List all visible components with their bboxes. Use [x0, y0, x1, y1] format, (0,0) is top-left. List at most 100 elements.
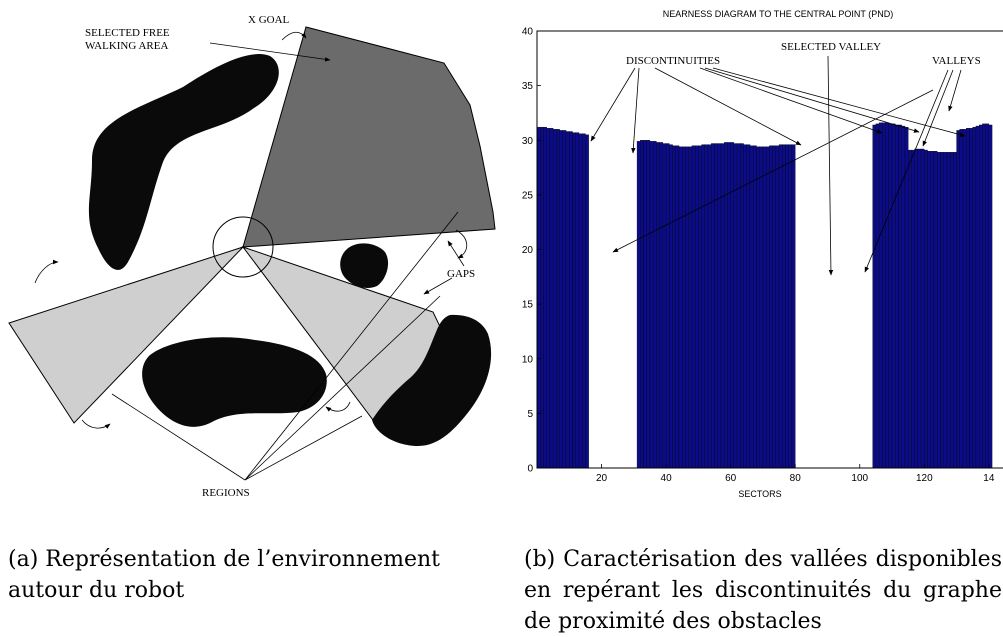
robot-circle [212, 216, 274, 278]
bar-sector-65 [743, 144, 747, 469]
bar-sector-115 [904, 126, 909, 469]
bar-sector-106 [875, 123, 880, 469]
gap-arrow-3 [81, 419, 111, 429]
bar-sector-69 [756, 146, 760, 469]
bar-sector-134 [966, 128, 970, 469]
bar-sector-43 [672, 145, 676, 469]
gap-arrow-2 [34, 259, 59, 284]
y-tick-label-15: 15 [522, 300, 534, 311]
bar-sector-123 [930, 151, 935, 469]
pointer-selected-area [209, 42, 331, 62]
caption-b: (b) Caractérisation des vallées disponib… [524, 547, 1002, 634]
bar-sector-79 [788, 144, 793, 469]
bar-sector-15 [582, 133, 586, 469]
y-tick-label-25: 25 [522, 190, 534, 201]
arrow-discontinuity-6 [712, 67, 966, 137]
bar-sector-112 [895, 124, 899, 469]
bar-sector-75 [775, 145, 780, 469]
bar-sector-114 [901, 125, 906, 469]
bar-sector-37 [653, 141, 657, 469]
bar-sector-49 [691, 145, 696, 469]
bar-sector-52 [701, 144, 706, 469]
y-tick-label-35: 35 [522, 81, 534, 92]
annotation-discontinuities: DISCONTINUITIES [626, 55, 720, 67]
label-gaps: GAPS [447, 268, 475, 280]
bar-sector-45 [678, 146, 683, 469]
bar-sector-44 [675, 145, 680, 469]
bar-sector-125 [937, 152, 941, 469]
bar-sector-73 [769, 145, 773, 469]
bar-sector-109 [885, 122, 889, 469]
bar-sector-51 [698, 145, 702, 469]
arrow-selected-valley-2 [612, 89, 934, 253]
bar-sector-107 [878, 122, 883, 469]
region-left [8, 246, 244, 424]
x-tick-label-120: 120 [916, 473, 933, 484]
bar-sector-126 [940, 152, 944, 469]
bar-sector-139 [982, 123, 986, 469]
bar-sector-80 [791, 144, 796, 469]
arrow-valley-3 [948, 69, 962, 112]
bar-sector-76 [778, 144, 783, 469]
y-axis: 0 5 10 15 20 25 30 35 40 [522, 27, 541, 475]
bar-sector-116 [907, 149, 912, 469]
bar-sector-71 [762, 146, 767, 469]
arrow-discontinuity-3 [654, 67, 802, 146]
bar-sector-5 [549, 128, 554, 469]
bar-sector-8 [559, 130, 563, 469]
chart-title: NEARNESS DIAGRAM TO THE CENTRAL POINT (P… [663, 9, 894, 19]
bar-sector-16 [585, 134, 589, 469]
bar-sector-122 [927, 151, 931, 469]
bar-sector-118 [914, 148, 919, 469]
pointer-regions-2 [244, 211, 459, 481]
bar-sector-41 [665, 143, 670, 469]
arrow-valley-2 [922, 69, 954, 147]
pointer-gaps-1 [423, 277, 453, 295]
x-axis-label: SECTORS [738, 489, 781, 499]
bar-sector-13 [575, 132, 580, 469]
bar-sector-54 [707, 144, 712, 469]
obstacle-bottom [142, 337, 327, 427]
obstacle-right [372, 314, 492, 446]
environment-diagram: SELECTED FREE WALKING AREA X GOAL GAPS R… [8, 14, 496, 499]
label-goal: X GOAL [248, 14, 290, 26]
bar-sector-135 [969, 128, 973, 469]
bar-sector-129 [949, 152, 954, 469]
obstacle-small [340, 243, 389, 288]
bar-sector-110 [888, 123, 893, 469]
arrow-valley-1 [864, 69, 949, 273]
pointer-regions-4 [244, 415, 363, 481]
arrow-discontinuity-2 [631, 67, 640, 154]
bar-sector-105 [872, 124, 877, 469]
bar-sector-121 [924, 149, 928, 469]
x-tick-label-20: 20 [596, 473, 608, 484]
y-tick-label-0: 0 [527, 464, 533, 475]
bar-sector-130 [953, 152, 957, 469]
label-selected-free-1: SELECTED FREE [85, 27, 170, 39]
bar-sector-32 [636, 141, 641, 469]
bar-sector-47 [685, 146, 689, 469]
bar-sector-77 [782, 144, 786, 469]
x-tick-label-100: 100 [851, 473, 868, 484]
bar-sector-35 [646, 140, 651, 469]
selected-free-walking-area [242, 26, 496, 248]
bar-sector-124 [933, 151, 938, 469]
bar-sector-62 [733, 143, 738, 469]
bar-sector-39 [659, 142, 664, 469]
bar-sector-132 [959, 129, 964, 469]
bar-sector-57 [717, 143, 722, 469]
bar-sector-46 [682, 146, 686, 469]
bar-sector-10 [565, 131, 570, 469]
bar-sector-141 [988, 124, 993, 469]
arrow-selected-valley-1 [827, 55, 834, 276]
annotation-valleys: VALLEYS [932, 55, 981, 67]
bar-sector-34 [643, 140, 647, 469]
bar-sector-50 [694, 145, 699, 469]
gap-arrow-4 [325, 401, 351, 412]
bar-sector-4 [546, 128, 551, 469]
gap-arrow-5 [455, 229, 468, 259]
bar-sector-58 [720, 143, 725, 469]
bar-sector-42 [669, 144, 673, 469]
label-regions: REGIONS [202, 487, 250, 499]
caption-a: (a) Représentation de l’environnement au… [8, 547, 440, 603]
